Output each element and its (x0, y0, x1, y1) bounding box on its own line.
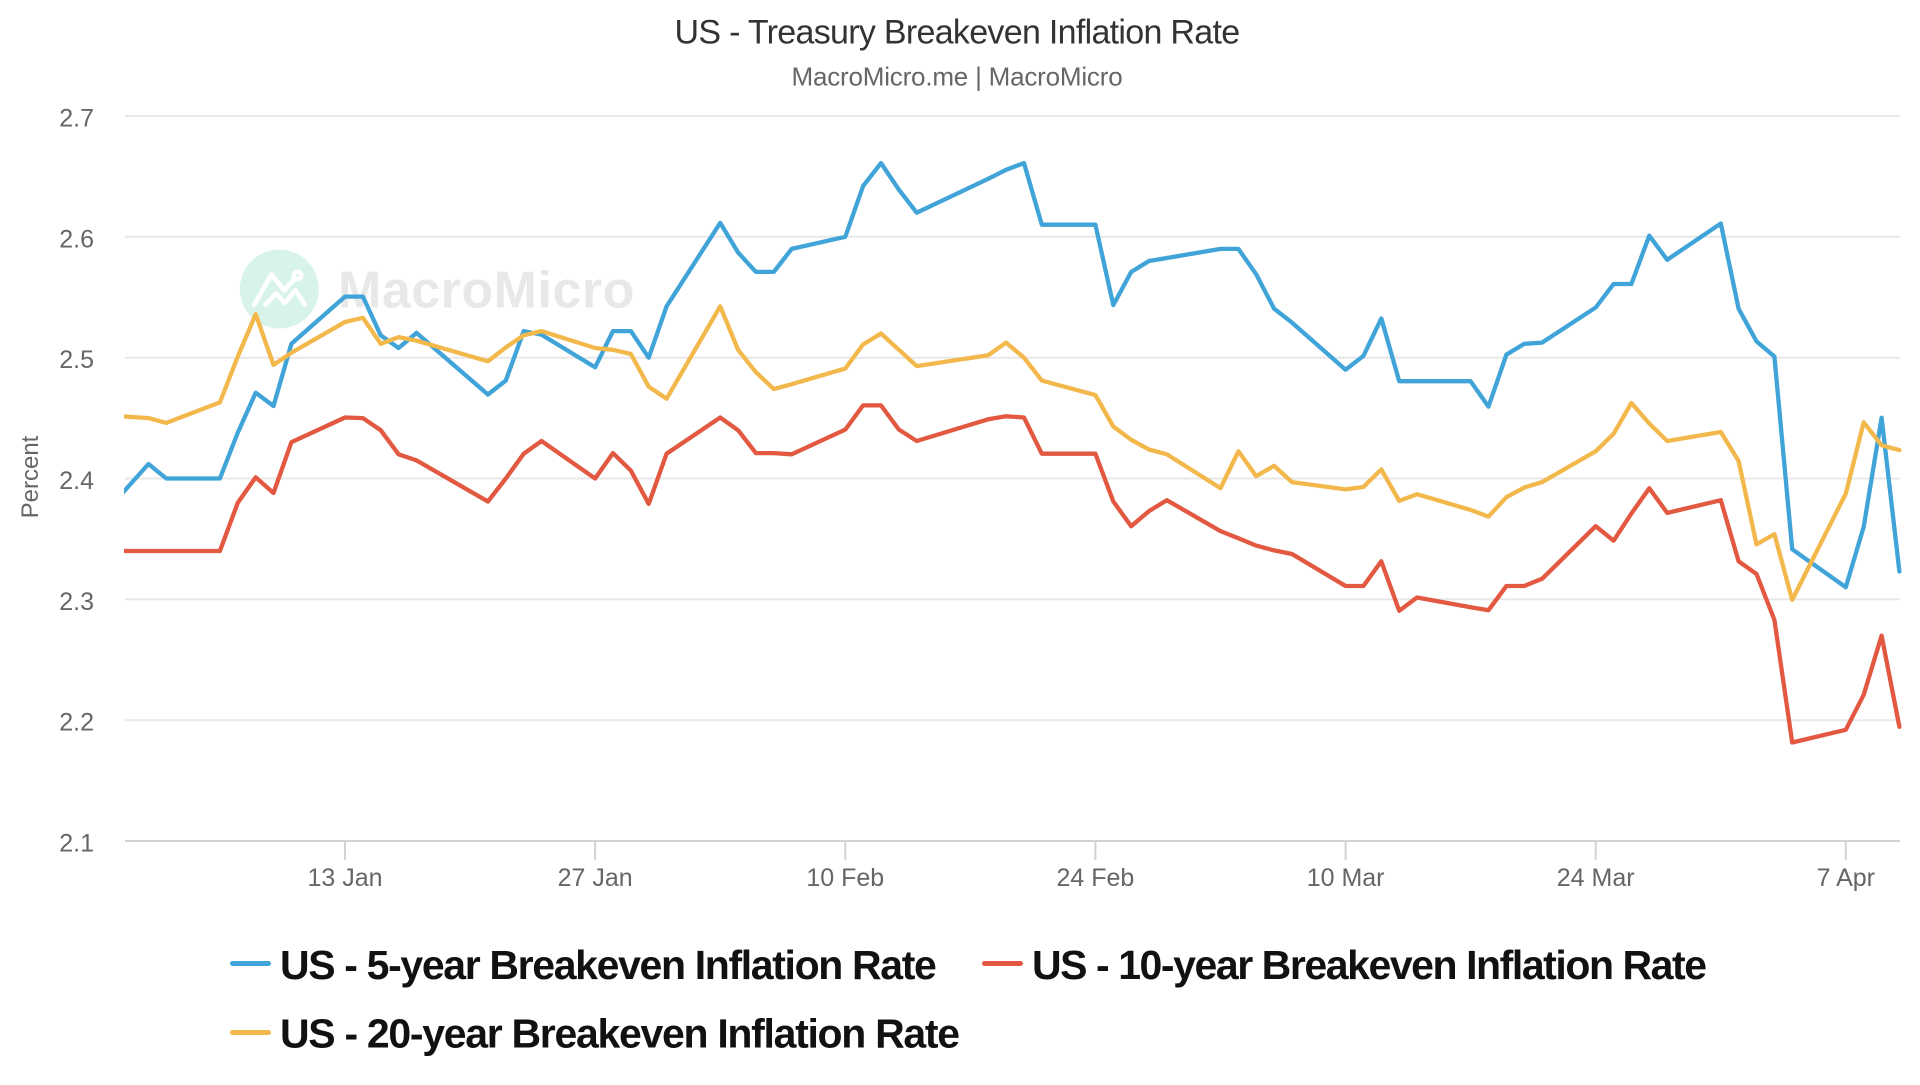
svg-text:US - 10-year Breakeven Inflati: US - 10-year Breakeven Inflation Rate (1032, 942, 1706, 988)
svg-text:2.7: 2.7 (59, 105, 94, 133)
svg-text:27 Jan: 27 Jan (558, 864, 633, 892)
svg-text:2.4: 2.4 (59, 467, 94, 495)
svg-text:7 Apr: 7 Apr (1817, 864, 1875, 892)
svg-text:US - 5-year Breakeven Inflatio: US - 5-year Breakeven Inflation Rate (280, 942, 936, 988)
svg-text:2.3: 2.3 (59, 588, 94, 616)
svg-text:2.1: 2.1 (59, 830, 94, 858)
svg-text:US - Treasury Breakeven Inflat: US - Treasury Breakeven Inflation Rate (675, 14, 1240, 52)
svg-text:10 Mar: 10 Mar (1307, 864, 1385, 892)
svg-text:13 Jan: 13 Jan (307, 864, 382, 892)
svg-text:24 Feb: 24 Feb (1056, 864, 1134, 892)
svg-text:2.5: 2.5 (59, 346, 94, 374)
svg-text:MacroMicro: MacroMicro (338, 262, 635, 320)
svg-text:10 Feb: 10 Feb (806, 864, 884, 892)
svg-text:2.2: 2.2 (59, 709, 94, 737)
svg-text:Percent: Percent (17, 435, 44, 518)
svg-text:2.6: 2.6 (59, 225, 94, 253)
svg-text:24 Mar: 24 Mar (1557, 864, 1635, 892)
svg-text:MacroMicro.me | MacroMicro: MacroMicro.me | MacroMicro (792, 62, 1123, 92)
svg-text:US - 20-year Breakeven Inflati: US - 20-year Breakeven Inflation Rate (280, 1011, 959, 1057)
